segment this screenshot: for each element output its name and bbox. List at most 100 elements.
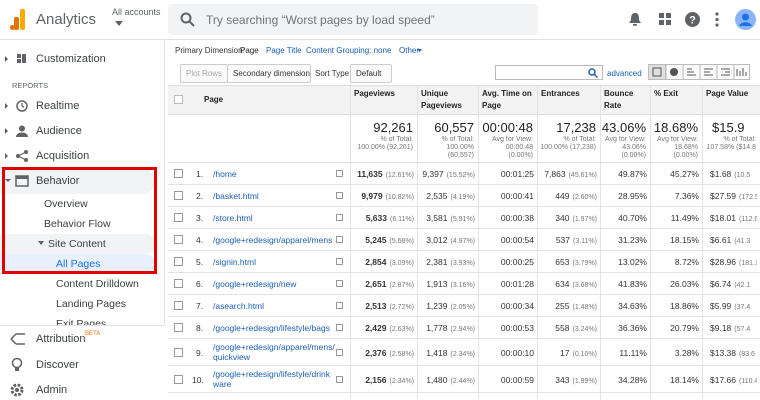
- cell-value: 3.28%: [674, 347, 699, 358]
- page-link[interactable]: /google+redesign/apparel/mens/quickview: [213, 342, 335, 362]
- avatar[interactable]: [735, 9, 756, 30]
- row-checkbox[interactable]: [174, 374, 183, 384]
- cell-value: 3,012: [426, 235, 448, 245]
- page-link[interactable]: /google+redesign/lifestyle/drinkware: [213, 369, 330, 389]
- column-header[interactable]: % Exit: [654, 89, 679, 98]
- total-note: % of Total: 100.00% (92,261): [357, 136, 413, 151]
- nav-admin[interactable]: Admin: [36, 384, 68, 396]
- cell: 2,854 (3.09%): [352, 256, 414, 268]
- column-header[interactable]: Unique Pageviews: [421, 89, 462, 110]
- open-page-icon[interactable]: [336, 375, 343, 383]
- row-checkbox[interactable]: [174, 279, 183, 288]
- page-link[interactable]: /google+redesign/apparel/mens: [213, 235, 333, 245]
- row-checkbox[interactable]: [174, 235, 183, 244]
- open-page-icon[interactable]: [336, 170, 343, 177]
- cell: 17 (0.10%): [539, 347, 597, 359]
- cell: 00:00:59: [480, 374, 534, 386]
- notifications-icon[interactable]: [628, 12, 642, 27]
- row-index: 6.: [196, 279, 204, 289]
- table-search[interactable]: [495, 65, 603, 80]
- table-search-icon[interactable]: [588, 68, 598, 78]
- account-caret[interactable]: [115, 21, 123, 26]
- open-page-icon[interactable]: [336, 348, 343, 356]
- cell: 340 (1.97%): [539, 212, 597, 224]
- sort-type-label: Sort Type:: [315, 69, 352, 78]
- cell: 1,480 (2.44%): [419, 374, 475, 386]
- nav-discover[interactable]: Discover: [36, 359, 79, 371]
- cell: 2,429 (2.63%): [352, 322, 414, 334]
- open-page-icon[interactable]: [336, 192, 343, 199]
- cell-percent: (2.44%): [450, 377, 475, 385]
- nav-content-drilldown[interactable]: Content Drilldown: [56, 278, 139, 290]
- row-checkbox[interactable]: [174, 257, 183, 266]
- row-checkbox[interactable]: [174, 213, 183, 222]
- row-checkbox[interactable]: [174, 301, 183, 310]
- account-picker[interactable]: All accounts: [112, 7, 161, 17]
- row-checkbox[interactable]: [174, 169, 183, 178]
- open-page-icon[interactable]: [336, 258, 343, 265]
- cell: 00:00:10: [480, 347, 534, 359]
- sidebar-footer: [0, 325, 165, 400]
- column-header[interactable]: Entrances: [541, 89, 580, 98]
- row-checkbox[interactable]: [174, 347, 183, 357]
- column-divider: [600, 85, 601, 400]
- nav-realtime[interactable]: Realtime: [36, 100, 80, 112]
- apps-icon[interactable]: [659, 13, 671, 25]
- page-link[interactable]: /asearch.html: [213, 301, 265, 311]
- dimension-page[interactable]: Page: [240, 46, 259, 55]
- dimension-other[interactable]: Other: [399, 46, 420, 55]
- advanced-link[interactable]: advanced: [607, 69, 642, 78]
- cell-value: 00:00:53: [500, 323, 534, 333]
- secondary-dimension-dropdown[interactable]: Secondary dimension: [227, 64, 311, 83]
- header-row: [168, 85, 760, 115]
- open-page-icon[interactable]: [336, 324, 343, 331]
- sort-type-dropdown[interactable]: Default: [350, 64, 392, 83]
- dimension-content-grouping[interactable]: Content Grouping: none: [306, 46, 392, 55]
- page-link[interactable]: /signin.html: [213, 257, 256, 267]
- nav-customization[interactable]: Customization: [36, 53, 106, 65]
- nav-landing-pages[interactable]: Landing Pages: [56, 298, 127, 310]
- open-page-icon[interactable]: [336, 236, 343, 243]
- more-icon[interactable]: [715, 12, 719, 27]
- cell-percent: (2.87%): [389, 282, 414, 289]
- plot-rows-button[interactable]: Plot Rows: [180, 64, 229, 83]
- nav-all-pages[interactable]: All Pages: [56, 258, 101, 270]
- total-value: 18.68%: [653, 120, 698, 135]
- page-link[interactable]: /store.html: [213, 213, 253, 223]
- search-box[interactable]: Try searching “Worst pages by load speed…: [168, 4, 538, 35]
- row: [168, 366, 760, 393]
- page-link[interactable]: /basket.html: [213, 191, 259, 201]
- cell-value: 00:00:59: [500, 374, 534, 385]
- page-link[interactable]: /home: [213, 169, 237, 179]
- realtime-icon: [5, 100, 28, 112]
- nav-site-content[interactable]: Site Content: [48, 238, 106, 250]
- cell-percent: (0.10%): [572, 350, 597, 358]
- view-switcher[interactable]: [648, 64, 750, 80]
- nav-overview[interactable]: Overview: [44, 198, 88, 210]
- nav-acquisition[interactable]: Acquisition: [36, 150, 90, 162]
- column-header[interactable]: Page Value: [706, 89, 749, 98]
- cell: 7.36%: [652, 190, 699, 202]
- total-value: 92,261: [373, 120, 413, 135]
- column-header[interactable]: Page: [204, 95, 224, 104]
- select-all-checkbox[interactable]: [174, 95, 183, 104]
- row-checkbox[interactable]: [174, 191, 183, 200]
- nav-behavior[interactable]: Behavior: [36, 175, 80, 187]
- cell-value: 2,429: [365, 323, 387, 333]
- nav-attribution[interactable]: Attribution: [36, 333, 86, 345]
- column-header[interactable]: Bounce Rate: [604, 89, 634, 110]
- open-page-icon[interactable]: [336, 214, 343, 221]
- cell-value: 5,633: [365, 213, 387, 223]
- open-page-icon[interactable]: [336, 302, 343, 309]
- row-checkbox[interactable]: [174, 323, 183, 332]
- nav-behavior-flow[interactable]: Behavior Flow: [44, 218, 111, 230]
- column-header[interactable]: Pageviews: [354, 89, 395, 98]
- dimension-page-title[interactable]: Page Title: [266, 46, 302, 55]
- page-link[interactable]: /google+redesign/lifestyle/bags: [213, 323, 330, 333]
- open-page-icon[interactable]: [336, 280, 343, 287]
- help-icon[interactable]: ?: [685, 12, 700, 27]
- column-header[interactable]: Avg. Time on Page: [482, 89, 532, 110]
- page-link[interactable]: /google+redesign/new: [213, 279, 297, 289]
- nav-audience[interactable]: Audience: [36, 125, 82, 137]
- cell-value: 343: [555, 374, 570, 385]
